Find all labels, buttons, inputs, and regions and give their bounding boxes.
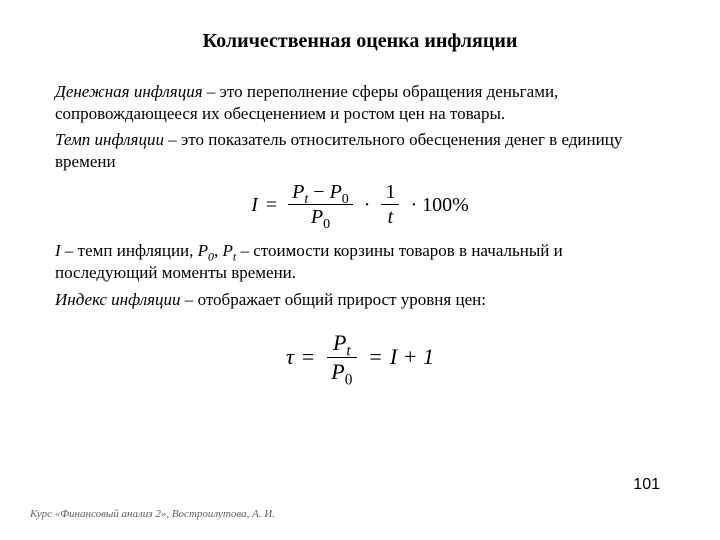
variables-explanation: I – темп инфляции, P0, Pt – стоимости ко… bbox=[55, 240, 665, 284]
definition-monetary-inflation: Денежная инфляция – это переполнение сфе… bbox=[55, 81, 665, 125]
def-inflation-index: – отображает общий прирост уровня цен: bbox=[181, 290, 486, 309]
formula1-dot: · bbox=[364, 192, 371, 218]
definition-inflation-index: Индекс инфляции – отображает общий приро… bbox=[55, 289, 665, 311]
page-number: 101 bbox=[633, 476, 660, 494]
formula1-eq: = bbox=[266, 192, 277, 218]
formula2-tau: τ bbox=[286, 343, 294, 372]
term-inflation-rate: Темп инфляции bbox=[55, 130, 164, 149]
term-inflation-index: Индекс инфляции bbox=[55, 290, 181, 309]
formula1-frac2: 1 t bbox=[381, 181, 399, 228]
content-area: Денежная инфляция – это переполнение сфе… bbox=[55, 81, 665, 386]
formula2-eq2: = bbox=[369, 343, 381, 372]
formula1-pct: · 100% bbox=[410, 192, 468, 218]
formula-inflation-index: τ = Pt P0 = I + 1 bbox=[55, 329, 665, 386]
footer-credit: Курс «Финансовый анализ 2», Востроилутов… bbox=[30, 508, 275, 520]
definition-inflation-rate: Темп инфляции – это показатель относител… bbox=[55, 129, 665, 173]
formula1-lhs: I bbox=[251, 192, 258, 218]
formula2-eq: = bbox=[302, 343, 314, 372]
term-monetary-inflation: Денежная инфляция bbox=[55, 82, 203, 101]
formula2-rhs: I + 1 bbox=[390, 343, 434, 372]
slide-title: Количественная оценка инфляции bbox=[55, 30, 665, 53]
formula2-frac: Pt P0 bbox=[325, 329, 358, 386]
formula-inflation-rate: I = Pt − P0 P0 · 1 t · 100% bbox=[55, 181, 665, 228]
formula1-frac1: Pt − P0 P0 bbox=[288, 181, 353, 228]
